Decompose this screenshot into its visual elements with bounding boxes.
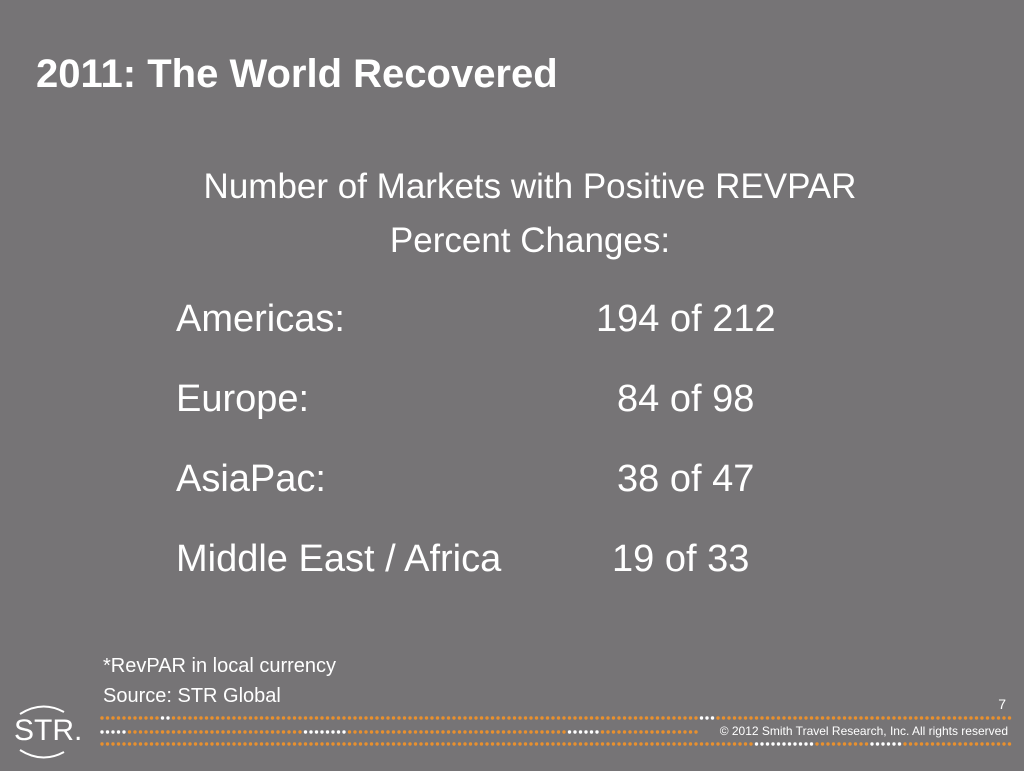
market-count: 19 of 33 [612,538,750,580]
str-logo-icon: STR. [14,705,82,759]
market-count: 38 of 47 [617,458,755,500]
subtitle-line-2: Percent Changes: [389,221,671,260]
str-logo-text: STR. [14,714,82,747]
footnote-currency: *RevPAR in local currency [103,655,337,677]
slide-subtitle: Number of Markets with Positive REVPAR P… [100,160,960,268]
page-number: 7 [998,696,1006,712]
str-logo: STR. [12,694,88,766]
region-label: Americas: [176,298,345,340]
slide-title: 2011: The World Recovered [36,52,558,96]
region-label: AsiaPac: [176,458,326,500]
subtitle-line-1: Number of Markets with Positive REVPAR [203,167,857,206]
market-count: 84 of 98 [617,378,755,420]
region-label: Middle East / Africa [176,538,502,580]
footer-dot-band [100,716,1012,746]
footnote-source: Source: STR Global [103,685,281,707]
market-count: 194 of 212 [596,298,776,340]
copyright-notice: © 2012 Smith Travel Research, Inc. All r… [719,724,1008,738]
region-label: Europe: [176,378,310,420]
